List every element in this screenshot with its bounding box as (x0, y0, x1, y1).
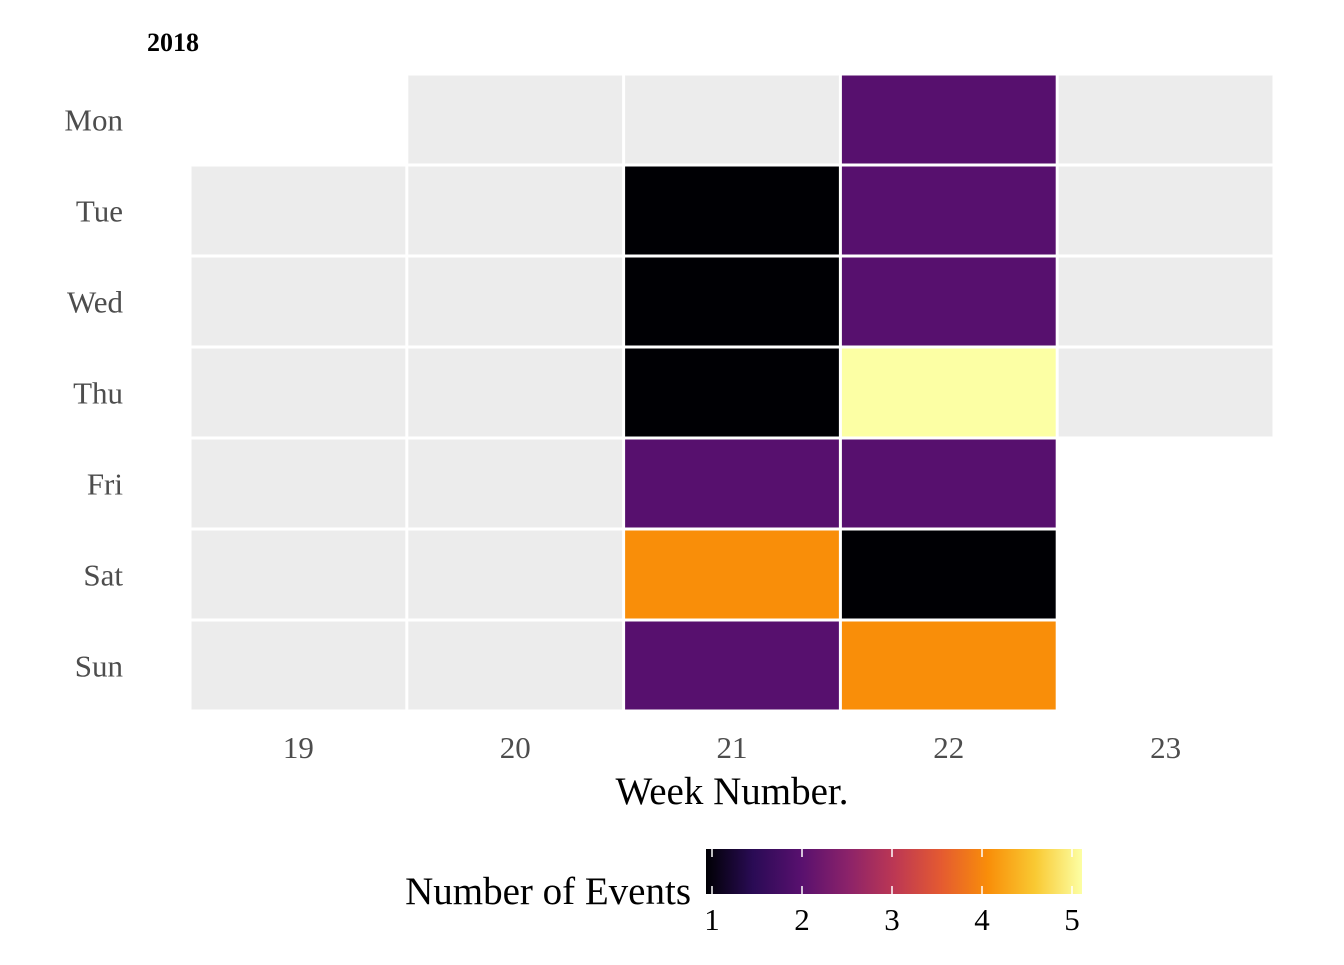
heatmap-cell-mon-week-21 (625, 75, 839, 164)
heatmap-cell-tue-week-22 (841, 166, 1056, 255)
legend-colorbar (706, 849, 1082, 894)
x-tick-label-23: 23 (1150, 730, 1181, 765)
heatmap-cell-wed-week-23 (1058, 257, 1273, 346)
heatmap-cell-wed-week-22 (841, 257, 1056, 346)
legend-tick-label-2: 2 (794, 902, 810, 937)
heatmap-cell-wed-week-21 (625, 257, 839, 346)
heatmap-cell-sat-week-21 (625, 530, 839, 619)
x-tick-label-21: 21 (717, 730, 748, 765)
heatmap-cell-sun-week-20 (408, 621, 623, 710)
y-tick-label-wed: Wed (67, 285, 124, 320)
y-axis-tick-labels: Mon Tue Wed Thu Fri Sat Sun (64, 103, 123, 684)
y-tick-label-fri: Fri (87, 467, 124, 502)
y-tick-label-mon: Mon (64, 103, 123, 138)
legend-tick-label-3: 3 (884, 902, 900, 937)
legend-tick-label-1: 1 (704, 902, 720, 937)
heatmap-cells (191, 75, 1273, 710)
heatmap-cell-mon-week-23 (1058, 75, 1273, 164)
y-tick-label-sat: Sat (83, 558, 123, 593)
x-axis-tick-labels: 19 20 21 22 23 (283, 730, 1181, 765)
heatmap-cell-fri-week-22 (841, 439, 1056, 528)
legend-ticks: 1 2 3 4 5 (704, 849, 1080, 937)
legend-title: Number of Events (405, 870, 691, 913)
heatmap-cell-mon-week-20 (408, 75, 623, 164)
heatmap-cell-sat-week-20 (408, 530, 623, 619)
heatmap-cell-fri-week-20 (408, 439, 623, 528)
heatmap-cell-fri-week-21 (625, 439, 839, 528)
heatmap-cell-tue-week-20 (408, 166, 623, 255)
heatmap-cell-sun-week-21 (625, 621, 839, 710)
heatmap-cell-wed-week-19 (191, 257, 406, 346)
heatmap-cell-thu-week-19 (191, 348, 406, 437)
panel-strip-title: 2018 (147, 28, 199, 57)
x-tick-label-20: 20 (500, 730, 531, 765)
heatmap-cell-thu-week-23 (1058, 348, 1273, 437)
x-tick-label-19: 19 (283, 730, 314, 765)
heatmap-cell-sun-week-22 (841, 621, 1056, 710)
y-tick-label-tue: Tue (76, 194, 123, 229)
y-tick-label-sun: Sun (75, 649, 124, 684)
y-tick-label-thu: Thu (73, 376, 123, 411)
heatmap-cell-thu-week-20 (408, 348, 623, 437)
heatmap-cell-sat-week-19 (191, 530, 406, 619)
heatmap-cell-mon-week-22 (841, 75, 1056, 164)
heatmap-cell-thu-week-21 (625, 348, 839, 437)
x-tick-label-22: 22 (933, 730, 964, 765)
heatmap-cell-wed-week-20 (408, 257, 623, 346)
heatmap-cell-sun-week-19 (191, 621, 406, 710)
heatmap-cell-tue-week-23 (1058, 166, 1273, 255)
legend-tick-label-4: 4 (974, 902, 990, 937)
heatmap-cell-sat-week-22 (841, 530, 1056, 619)
heatmap-cell-tue-week-19 (191, 166, 406, 255)
heatmap-cell-fri-week-19 (191, 439, 406, 528)
heatmap-cell-tue-week-21 (625, 166, 839, 255)
x-axis-title: Week Number. (616, 770, 849, 813)
heatmap-cell-thu-week-22 (841, 348, 1056, 437)
legend-tick-label-5: 5 (1064, 902, 1080, 937)
